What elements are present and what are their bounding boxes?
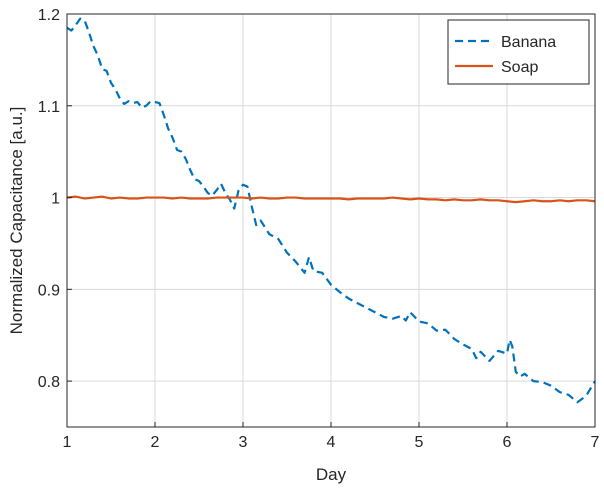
axis-ticks: 1 2 3 4 5 6 7 0.8 0.9 1 1.1 1.2 [38,7,600,451]
x-tick-label: 1 [63,434,72,451]
legend-label-banana: Banana [501,34,556,51]
x-tick-label: 2 [151,434,160,451]
legend-box [447,19,590,85]
x-tick-label: 3 [239,434,248,451]
x-tick-label: 6 [503,434,512,451]
legend: Banana Soap [447,19,590,85]
series-line-soap [66,195,596,204]
legend-label-soap: Soap [501,59,538,76]
y-tick-label: 1.1 [38,99,60,116]
series-line-banana [66,17,596,404]
x-tick-label: 5 [415,434,424,451]
x-tick-label: 4 [327,434,336,451]
x-axis-label: Day [316,465,347,484]
plot-lines [66,17,596,404]
y-tick-label: 1.2 [38,7,60,24]
y-tick-label: 0.9 [38,282,60,299]
y-tick-label: 1 [51,191,60,208]
y-tick-label: 0.8 [38,374,60,391]
x-tick-label: 7 [591,434,600,451]
y-axis-label: Normalized Capacitance [a.u.] [7,107,26,335]
